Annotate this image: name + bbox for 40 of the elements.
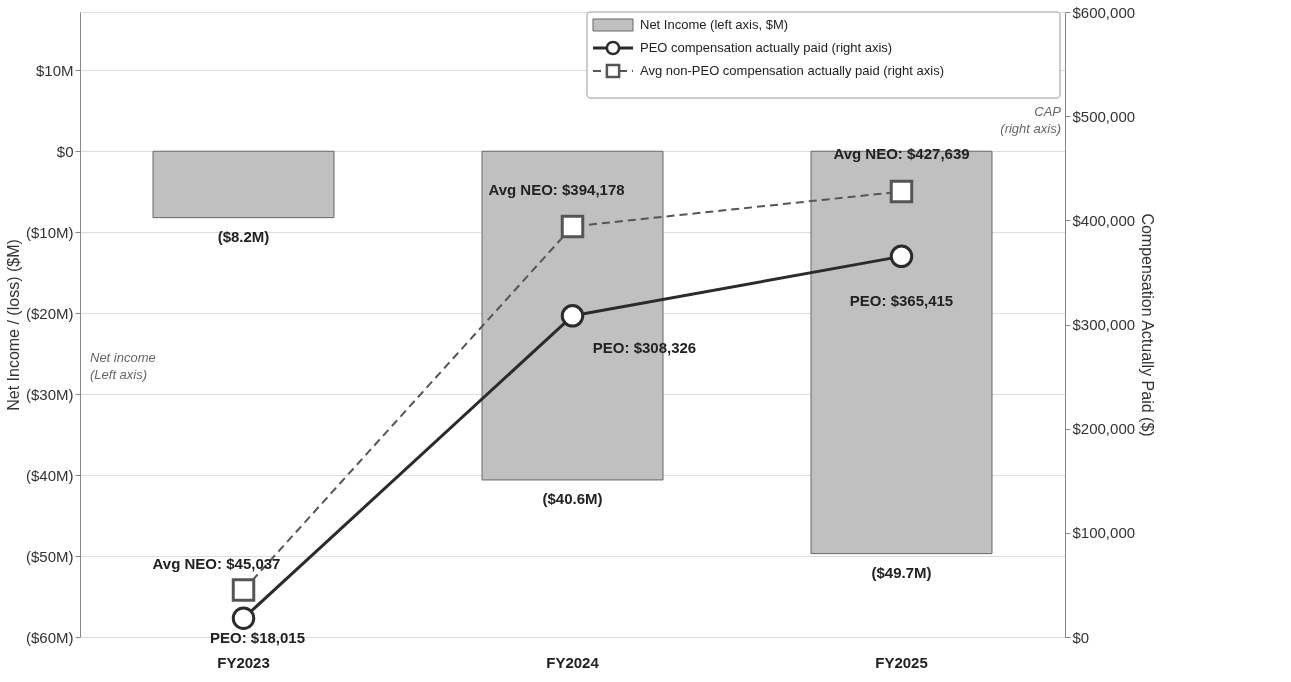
annotation: CAP (right axis) [1000,104,1062,136]
data-label: Avg NEO: $45,037 [152,555,281,573]
y2-tick-label: $300,000 [1072,316,1136,333]
y2-axis-title: Compensation Actually Paid ($) [1139,213,1157,437]
y2-tick-label: $0 [1072,628,1090,646]
y-tick-label: ($10M) [25,223,74,241]
point [560,304,585,328]
x-tick-label: FY2024 [546,653,600,671]
y2-tick-label: $600,000 [1072,3,1136,21]
y-tick-label: ($60M) [25,628,74,646]
data-label: PEO: $308,326 [592,338,697,356]
legend-label: PEO compensation actually paid (right axis) [640,40,893,55]
point [889,244,914,269]
annotation: Net income (Left axis) [90,350,156,382]
x-tick-label: FY2025 [875,653,928,671]
y-tick-label: $0 [56,142,74,160]
y2-tick-label: $500,000 [1072,107,1136,125]
y-tick-label: $10M [35,61,74,79]
data-label: ($8.2M) [217,227,270,245]
y2-tick-label: $200,000 [1072,420,1136,438]
y-axis-title: Net Income / (loss) ($M) [4,239,22,411]
y2-tick-label: $400,000 [1072,211,1136,229]
x-tick-label: FY2023 [217,653,270,671]
data-label: ($49.7M) [871,563,932,581]
legend-label: Net Income (left axis, $M) [640,17,789,32]
point [889,179,914,204]
y-tick-label: ($30M) [25,385,74,403]
data-label: Avg NEO: $394,178 [488,181,625,199]
y-tick-label: ($40M) [25,466,74,484]
y2-tick-label: $100,000 [1072,524,1136,542]
data-label: PEO: $365,415 [849,292,954,310]
point [560,214,585,239]
legend-label: Avg non-PEO compensation actually paid (right axis) [640,63,944,78]
point [231,578,256,602]
data-label: PEO: $18,015 [209,629,306,647]
y-tick-label: ($50M) [25,547,74,565]
point [231,606,256,630]
y-tick-label: ($20M) [25,304,74,322]
data-label: ($40.6M) [542,489,603,507]
data-label: Avg NEO: $427,639 [833,144,970,162]
